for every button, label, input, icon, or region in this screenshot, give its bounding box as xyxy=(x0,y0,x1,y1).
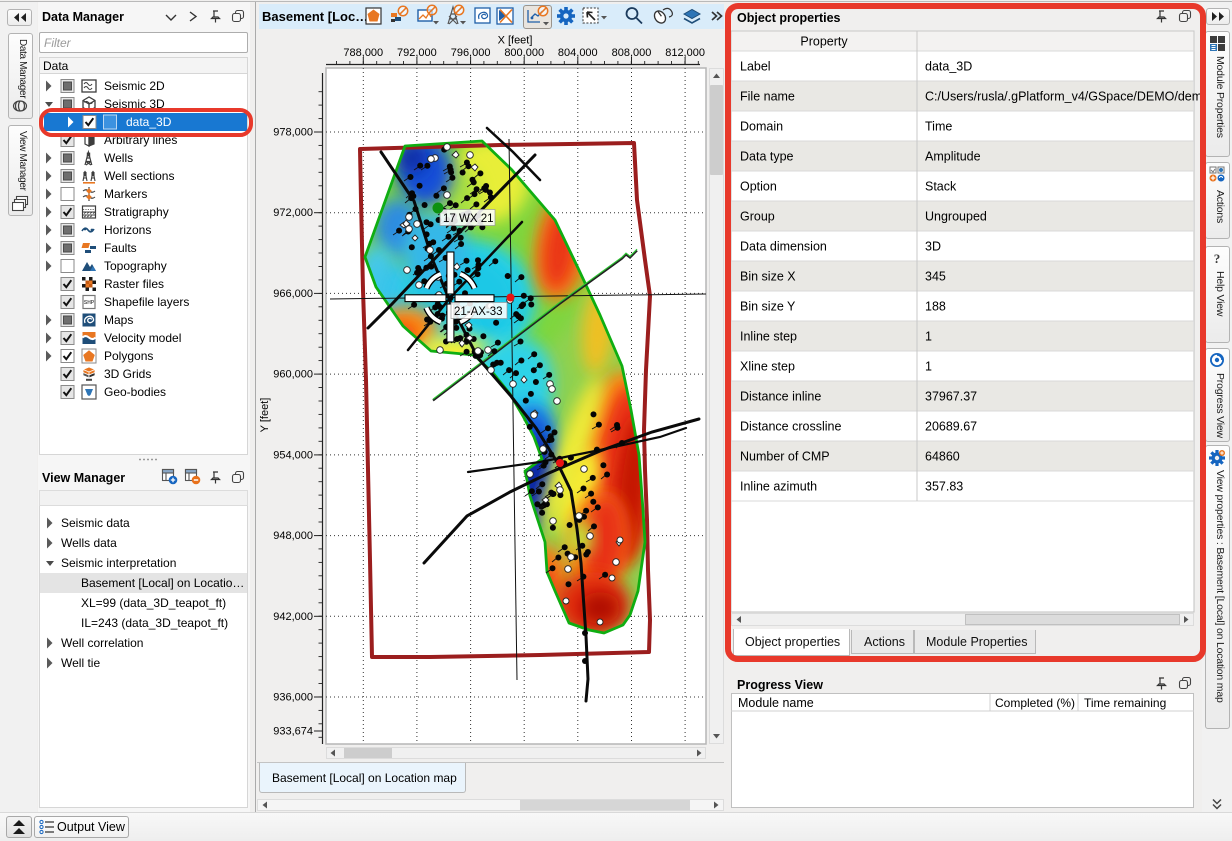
svg-text:?: ? xyxy=(1214,251,1221,266)
svg-text:796,000: 796,000 xyxy=(451,47,491,59)
svg-text:Well sections: Well sections xyxy=(104,169,174,183)
svg-text:Polygons: Polygons xyxy=(104,349,153,363)
svg-text:948,000: 948,000 xyxy=(273,530,313,542)
svg-text:800,000: 800,000 xyxy=(504,47,544,59)
svg-text:Stratigraphy: Stratigraphy xyxy=(104,205,169,219)
svg-text:Well correlation: Well correlation xyxy=(61,636,143,650)
svg-text:Markers: Markers xyxy=(104,187,147,201)
svg-text:21-AX-33: 21-AX-33 xyxy=(454,306,503,318)
svg-text:Seismic data: Seismic data xyxy=(61,516,130,530)
svg-text:792,000: 792,000 xyxy=(397,47,437,59)
svg-text:Seismic interpretation: Seismic interpretation xyxy=(61,556,176,570)
svg-text:812,000: 812,000 xyxy=(665,47,705,59)
svg-text:Y [feet]: Y [feet] xyxy=(259,398,271,433)
svg-text:Topography: Topography xyxy=(104,259,167,273)
svg-text:Completed (%): Completed (%) xyxy=(995,696,1075,710)
svg-text:Geo-bodies: Geo-bodies xyxy=(104,385,166,399)
svg-text:3D Grids: 3D Grids xyxy=(104,367,151,381)
svg-text:Horizons: Horizons xyxy=(104,223,151,237)
svg-text:933,674: 933,674 xyxy=(273,726,313,738)
svg-text:17 WX 21: 17 WX 21 xyxy=(443,213,494,225)
svg-text:Wells: Wells xyxy=(104,151,133,165)
svg-text:972,000: 972,000 xyxy=(273,207,313,219)
svg-text:966,000: 966,000 xyxy=(273,288,313,300)
svg-text:Module name: Module name xyxy=(738,696,814,710)
svg-text:Faults: Faults xyxy=(104,241,137,255)
svg-text:Raster files: Raster files xyxy=(104,277,164,291)
svg-text:Maps: Maps xyxy=(104,313,133,327)
svg-text:Wells data: Wells data xyxy=(61,536,117,550)
svg-text:Basement [Local] on Locatio…: Basement [Local] on Locatio… xyxy=(81,576,244,590)
svg-text:Seismic 3D: Seismic 3D xyxy=(104,97,165,111)
svg-text:Seismic 2D: Seismic 2D xyxy=(104,79,165,93)
svg-text:SHP: SHP xyxy=(84,300,95,306)
svg-text:Time remaining: Time remaining xyxy=(1084,696,1166,710)
svg-text:954,000: 954,000 xyxy=(273,449,313,461)
svg-text:IL=243 (data_3D_teapot_ft): IL=243 (data_3D_teapot_ft) xyxy=(81,616,228,630)
svg-text:978,000: 978,000 xyxy=(273,127,313,139)
svg-text:804,000: 804,000 xyxy=(558,47,598,59)
svg-text:960,000: 960,000 xyxy=(273,369,313,381)
svg-text:788,000: 788,000 xyxy=(343,47,383,59)
svg-text:Velocity model: Velocity model xyxy=(104,331,181,345)
svg-text:Shapefile layers: Shapefile layers xyxy=(104,295,189,309)
svg-text:942,000: 942,000 xyxy=(273,611,313,623)
svg-text:X [feet]: X [feet] xyxy=(498,35,533,47)
svg-text:XL=99 (data_3D_teapot_ft): XL=99 (data_3D_teapot_ft) xyxy=(81,596,226,610)
svg-text:936,000: 936,000 xyxy=(273,692,313,704)
svg-text:data_3D: data_3D xyxy=(126,115,172,129)
svg-text:Well tie: Well tie xyxy=(61,656,100,670)
svg-text:808,000: 808,000 xyxy=(612,47,652,59)
